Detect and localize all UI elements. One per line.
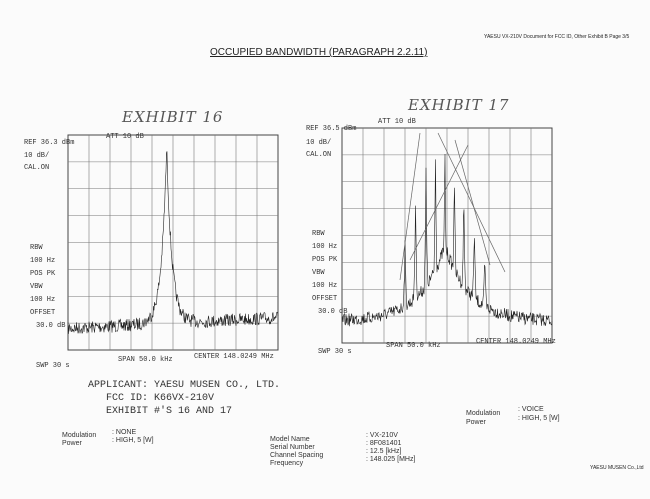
- vbw-label: VBW: [312, 269, 325, 277]
- sweep: SWP 30 s: [36, 362, 70, 370]
- fcc-id: FCC ID: K66VX-210V: [106, 393, 215, 404]
- hand-drawn-line: [409, 144, 469, 261]
- offset-label: OFFSET: [30, 309, 56, 317]
- exhibits: EXHIBIT #'S 16 AND 17: [106, 406, 233, 417]
- vbw: 100 Hz: [30, 296, 56, 304]
- scale: 10 dB/: [24, 152, 50, 160]
- att: ATT 10 dB: [106, 133, 144, 141]
- label: Frequency: [270, 460, 304, 467]
- value: : 8F081401: [366, 440, 402, 447]
- rbw-label: RBW: [30, 244, 43, 252]
- applicant: APPLICANT: YAESU MUSEN CO., LTD.: [88, 380, 281, 391]
- rbw-label: RBW: [312, 230, 325, 238]
- rbw: 100 Hz: [30, 257, 56, 265]
- hand-drawn-line: [454, 139, 491, 266]
- ref: REF 36.5 dBm: [306, 125, 357, 133]
- value: : 12.5 [kHz]: [366, 448, 402, 455]
- value: : HIGH, 5 [W]: [112, 437, 154, 444]
- exhibit: EXHIBIT 17: [408, 96, 510, 114]
- scale: 10 dB/: [306, 139, 332, 147]
- spectrum-trace: [67, 151, 279, 334]
- value: : VX-210V: [366, 432, 398, 439]
- label: Power: [466, 419, 486, 426]
- label: Model Name: [270, 436, 310, 443]
- cal: CAL.ON: [306, 151, 332, 159]
- span: SPAN 50.0 kHz: [386, 342, 441, 350]
- sweep: SWP 30 s: [318, 348, 352, 356]
- offset: 30.0 dB: [36, 322, 66, 330]
- vbw-label: VBW: [30, 283, 43, 291]
- hand-drawn-line: [437, 132, 506, 273]
- rbw: 100 Hz: [312, 243, 338, 251]
- label: Modulation: [466, 410, 501, 417]
- title: OCCUPIED BANDWIDTH (PARAGRAPH 2.2.11): [210, 47, 428, 58]
- label: Modulation: [62, 432, 97, 439]
- center: CENTER 148.0249 MHz: [194, 353, 274, 361]
- vbw: 100 Hz: [312, 282, 338, 290]
- exhibit: EXHIBIT 16: [122, 108, 224, 126]
- cal: CAL.ON: [24, 164, 50, 172]
- detector: POS PK: [312, 256, 338, 264]
- ref: REF 36.3 dBm: [24, 139, 75, 147]
- footer: YAESU MUSEN Co.,Ltd: [590, 465, 644, 471]
- offset: 30.0 dB: [318, 308, 348, 316]
- label: Channel Spacing: [270, 452, 324, 459]
- value: : 148.025 [MHz]: [366, 456, 416, 463]
- header-note: YAESU VX-210V Document for FCC ID, Other…: [484, 34, 630, 40]
- label: Serial Number: [270, 444, 315, 451]
- detector: POS PK: [30, 270, 56, 278]
- value: : VOICE: [518, 406, 544, 413]
- value: : NONE: [112, 429, 137, 436]
- att: ATT 10 dB: [378, 118, 416, 126]
- label: Power: [62, 440, 82, 447]
- offset-label: OFFSET: [312, 295, 338, 303]
- hand-drawn-line: [399, 132, 421, 281]
- center: CENTER 148.0249 MHz: [476, 338, 556, 346]
- spectrum-trace: [341, 153, 553, 327]
- value: : HIGH, 5 [W]: [518, 415, 560, 422]
- span: SPAN 50.0 kHz: [118, 356, 173, 364]
